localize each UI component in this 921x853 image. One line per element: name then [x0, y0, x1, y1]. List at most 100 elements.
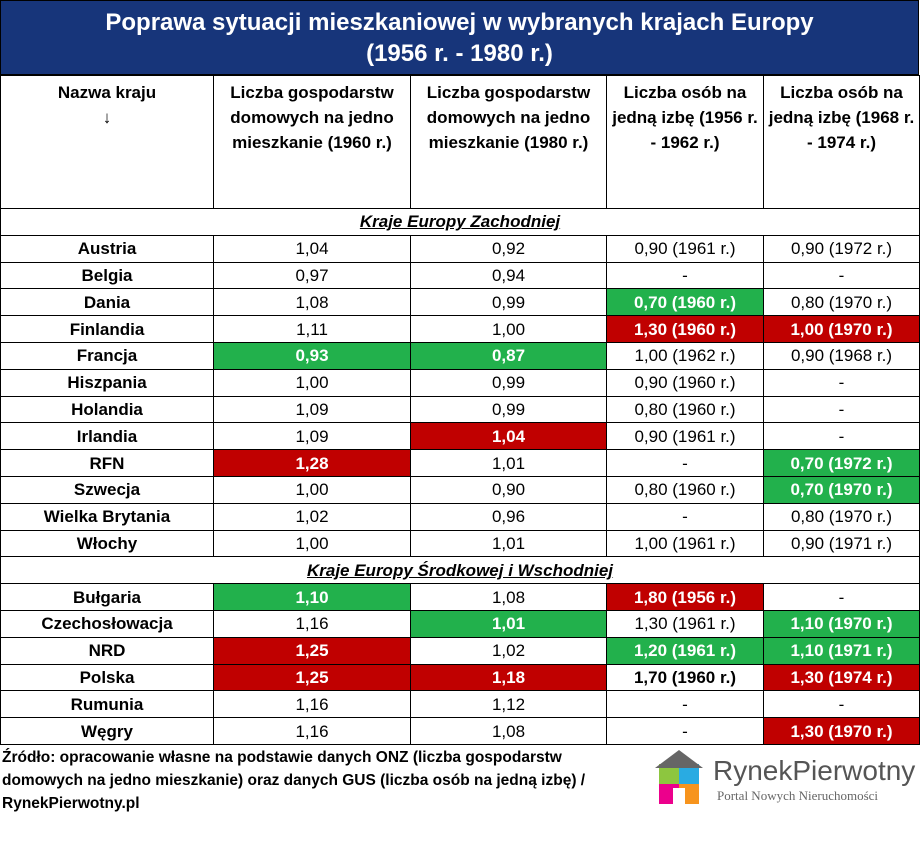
- value-cell: 1,25: [213, 663, 411, 692]
- value-cell: 0,99: [410, 368, 607, 397]
- value-cell: 0,97: [213, 261, 411, 290]
- value-cell: 1,10 (1971 r.): [763, 636, 920, 665]
- country-cell: Węgry: [0, 717, 214, 745]
- country-cell: Holandia: [0, 395, 214, 424]
- value-cell: 1,30 (1970 r.): [763, 717, 920, 745]
- logo-door: [673, 788, 685, 804]
- value-cell: 0,90 (1961 r.): [606, 234, 764, 263]
- value-cell: -: [606, 449, 764, 477]
- value-cell: 0,80 (1960 r.): [606, 395, 764, 424]
- value-cell: -: [606, 690, 764, 719]
- logo: RynekPierwotny Portal Nowych Nieruchomoś…: [655, 750, 915, 804]
- table-row: Rumunia 1,16 1,12- -: [0, 690, 920, 719]
- value-cell: 1,18: [410, 663, 607, 692]
- table-row: Francja 0,93 0,87 1,00 (1962 r.) 0,90 (1968 …: [0, 341, 920, 370]
- country-cell: Finlandia: [0, 315, 214, 343]
- country-cell: Rumunia: [0, 690, 214, 719]
- country-cell: Czechosłowacja: [0, 609, 214, 638]
- table-row: NRD 1,25 1,02 1,20 (1961 r.) 1,10 (1971 r.): [0, 636, 920, 665]
- country-cell: Belgia: [0, 261, 214, 290]
- country-cell: Austria: [0, 234, 214, 263]
- country-cell: Bułgaria: [0, 583, 214, 611]
- value-cell: 1,00: [410, 315, 607, 343]
- value-cell: 0,70 (1970 r.): [763, 475, 920, 504]
- column-header-text: Liczba gospodarstw domowych na jedno mie…: [230, 83, 394, 152]
- value-cell: 1,01: [410, 449, 607, 477]
- value-cell: 0,70 (1960 r.): [606, 288, 764, 317]
- table-row: Włochy 1,00 1,01 1,00 (1961 r.) 0,90 (1971 r…: [0, 529, 920, 558]
- value-cell: -: [606, 261, 764, 290]
- value-cell: 1,12: [410, 690, 607, 719]
- value-cell: 0,99: [410, 288, 607, 317]
- table-row: Belgia 0,97 0,94- -: [0, 261, 920, 290]
- column-header: Liczba gospodarstw domowych na jedno mie…: [410, 75, 607, 209]
- value-cell: 0,90 (1968 r.): [763, 341, 920, 370]
- country-cell: Polska: [0, 663, 214, 692]
- country-cell: Hiszpania: [0, 368, 214, 397]
- value-cell: 1,20 (1961 r.): [606, 636, 764, 665]
- table-row: Szwecja 1,00 0,90 0,80 (1960 r.) 0,70 (1970 …: [0, 475, 920, 504]
- value-cell: 0,99: [410, 395, 607, 424]
- data-table: Nazwa kraju ↓ Liczba gospodarstw domowych …: [0, 75, 920, 745]
- table-row: Holandia 1,09 0,99 0,80 (1960 r.) -: [0, 395, 920, 424]
- column-header: Liczba gospodarstw domowych na jedno mie…: [213, 75, 411, 209]
- section-row: Kraje Europy Zachodniej: [0, 208, 920, 236]
- country-cell: Dania: [0, 288, 214, 317]
- column-header: Liczba osób na jedną izbę (1968 r. - 197…: [763, 75, 920, 209]
- column-header-text: Liczba osób na jedną izbę (1956 r. - 196…: [612, 83, 758, 152]
- value-cell: 1,08: [410, 583, 607, 611]
- logo-tile: [679, 764, 699, 784]
- value-cell: 1,11: [213, 315, 411, 343]
- value-cell: 1,04: [410, 422, 607, 451]
- table-row: Polska 1,25 1,18 1,70 (1960 r.) 1,30 (1974 r…: [0, 663, 920, 692]
- sort-arrow: ↓: [102, 108, 112, 127]
- value-cell: 1,02: [213, 502, 411, 531]
- value-cell: 0,90 (1961 r.): [606, 422, 764, 451]
- value-cell: 1,00 (1970 r.): [763, 315, 920, 343]
- value-cell: 1,10: [213, 583, 411, 611]
- value-cell: 0,96: [410, 502, 607, 531]
- value-cell: 1,16: [213, 690, 411, 719]
- section-row: Kraje Europy Środkowej i Wschodniej: [0, 556, 920, 585]
- title-line: (1956 r. - 1980 r.): [366, 40, 553, 67]
- section-title: Kraje Europy Zachodniej: [0, 208, 920, 236]
- value-cell: 0,87: [410, 341, 607, 370]
- value-cell: 1,28: [213, 449, 411, 477]
- table-row: RFN 1,28 1,01-0,70 (1972 r.): [0, 449, 920, 477]
- value-cell: 1,30 (1961 r.): [606, 609, 764, 638]
- value-cell: 1,00: [213, 475, 411, 504]
- value-cell: 0,90 (1971 r.): [763, 529, 920, 558]
- value-cell: 0,80 (1970 r.): [763, 502, 920, 531]
- value-cell: 1,01: [410, 529, 607, 558]
- column-header-text: Nazwa kraju: [57, 83, 157, 102]
- value-cell: 0,94: [410, 261, 607, 290]
- value-cell: 1,80 (1956 r.): [606, 583, 764, 611]
- column-header-text: Liczba gospodarstw domowych na jedno mie…: [426, 83, 591, 152]
- value-cell: 0,90: [410, 475, 607, 504]
- value-cell: 1,30 (1974 r.): [763, 663, 920, 692]
- value-cell: 0,90 (1972 r.): [763, 234, 920, 263]
- value-cell: 1,09: [213, 422, 411, 451]
- value-cell: 1,70 (1960 r.): [606, 663, 764, 692]
- country-cell: NRD: [0, 636, 214, 665]
- table-row: Węgry 1,16 1,08-1,30 (1970 r.): [0, 717, 920, 745]
- table-row: Hiszpania 1,00 0,99 0,90 (1960 r.) -: [0, 368, 920, 397]
- column-header-text: Liczba osób na jedną izbę (1968 r. - 197…: [768, 83, 915, 152]
- value-cell: -: [763, 368, 920, 397]
- value-cell: 0,92: [410, 234, 607, 263]
- value-cell: 0,80 (1970 r.): [763, 288, 920, 317]
- value-cell: 1,00 (1961 r.): [606, 529, 764, 558]
- table-row: Wielka Brytania 1,02 0,96-0,80 (1970 r.): [0, 502, 920, 531]
- country-cell: Włochy: [0, 529, 214, 558]
- value-cell: -: [763, 395, 920, 424]
- value-cell: 0,90 (1960 r.): [606, 368, 764, 397]
- value-cell: 1,16: [213, 717, 411, 745]
- value-cell: 1,00: [213, 368, 411, 397]
- value-cell: -: [606, 502, 764, 531]
- country-cell: Wielka Brytania: [0, 502, 214, 531]
- value-cell: 1,00 (1962 r.): [606, 341, 764, 370]
- logo-tile: [659, 764, 679, 784]
- value-cell: 0,93: [213, 341, 411, 370]
- title-bar: Poprawa sytuacji mieszkaniowej w wybrany…: [0, 0, 919, 75]
- value-cell: 1,04: [213, 234, 411, 263]
